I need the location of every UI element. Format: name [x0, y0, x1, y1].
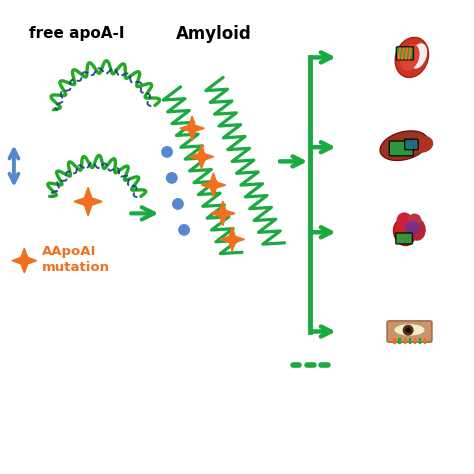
Ellipse shape	[380, 131, 428, 161]
Circle shape	[162, 147, 172, 157]
Circle shape	[408, 214, 421, 227]
Text: free apoA-I: free apoA-I	[28, 26, 124, 41]
Bar	[393, 338, 395, 343]
Ellipse shape	[400, 44, 419, 71]
Ellipse shape	[395, 37, 428, 77]
FancyBboxPatch shape	[387, 321, 432, 342]
FancyBboxPatch shape	[396, 233, 412, 244]
Ellipse shape	[412, 136, 433, 153]
Bar	[414, 338, 415, 343]
Polygon shape	[180, 116, 204, 141]
Circle shape	[179, 225, 189, 235]
Circle shape	[396, 212, 412, 228]
Circle shape	[166, 173, 177, 183]
Bar	[399, 338, 400, 343]
Ellipse shape	[410, 43, 427, 69]
Circle shape	[402, 325, 414, 336]
Ellipse shape	[393, 219, 415, 246]
FancyBboxPatch shape	[396, 47, 413, 60]
FancyBboxPatch shape	[405, 139, 418, 150]
Circle shape	[405, 328, 411, 333]
Polygon shape	[201, 173, 226, 197]
Ellipse shape	[404, 221, 420, 235]
Ellipse shape	[407, 218, 426, 241]
Polygon shape	[12, 248, 36, 273]
Bar	[419, 338, 420, 343]
Ellipse shape	[394, 324, 425, 336]
FancyBboxPatch shape	[389, 141, 413, 156]
Text: Amyloid: Amyloid	[175, 25, 251, 43]
Bar	[403, 338, 405, 343]
Bar	[424, 338, 425, 343]
Bar	[409, 338, 410, 343]
Polygon shape	[210, 201, 235, 226]
Circle shape	[173, 199, 183, 209]
Text: AApoAI
mutation: AApoAI mutation	[42, 245, 110, 274]
Polygon shape	[74, 187, 102, 216]
Polygon shape	[189, 145, 214, 169]
Polygon shape	[220, 227, 245, 252]
